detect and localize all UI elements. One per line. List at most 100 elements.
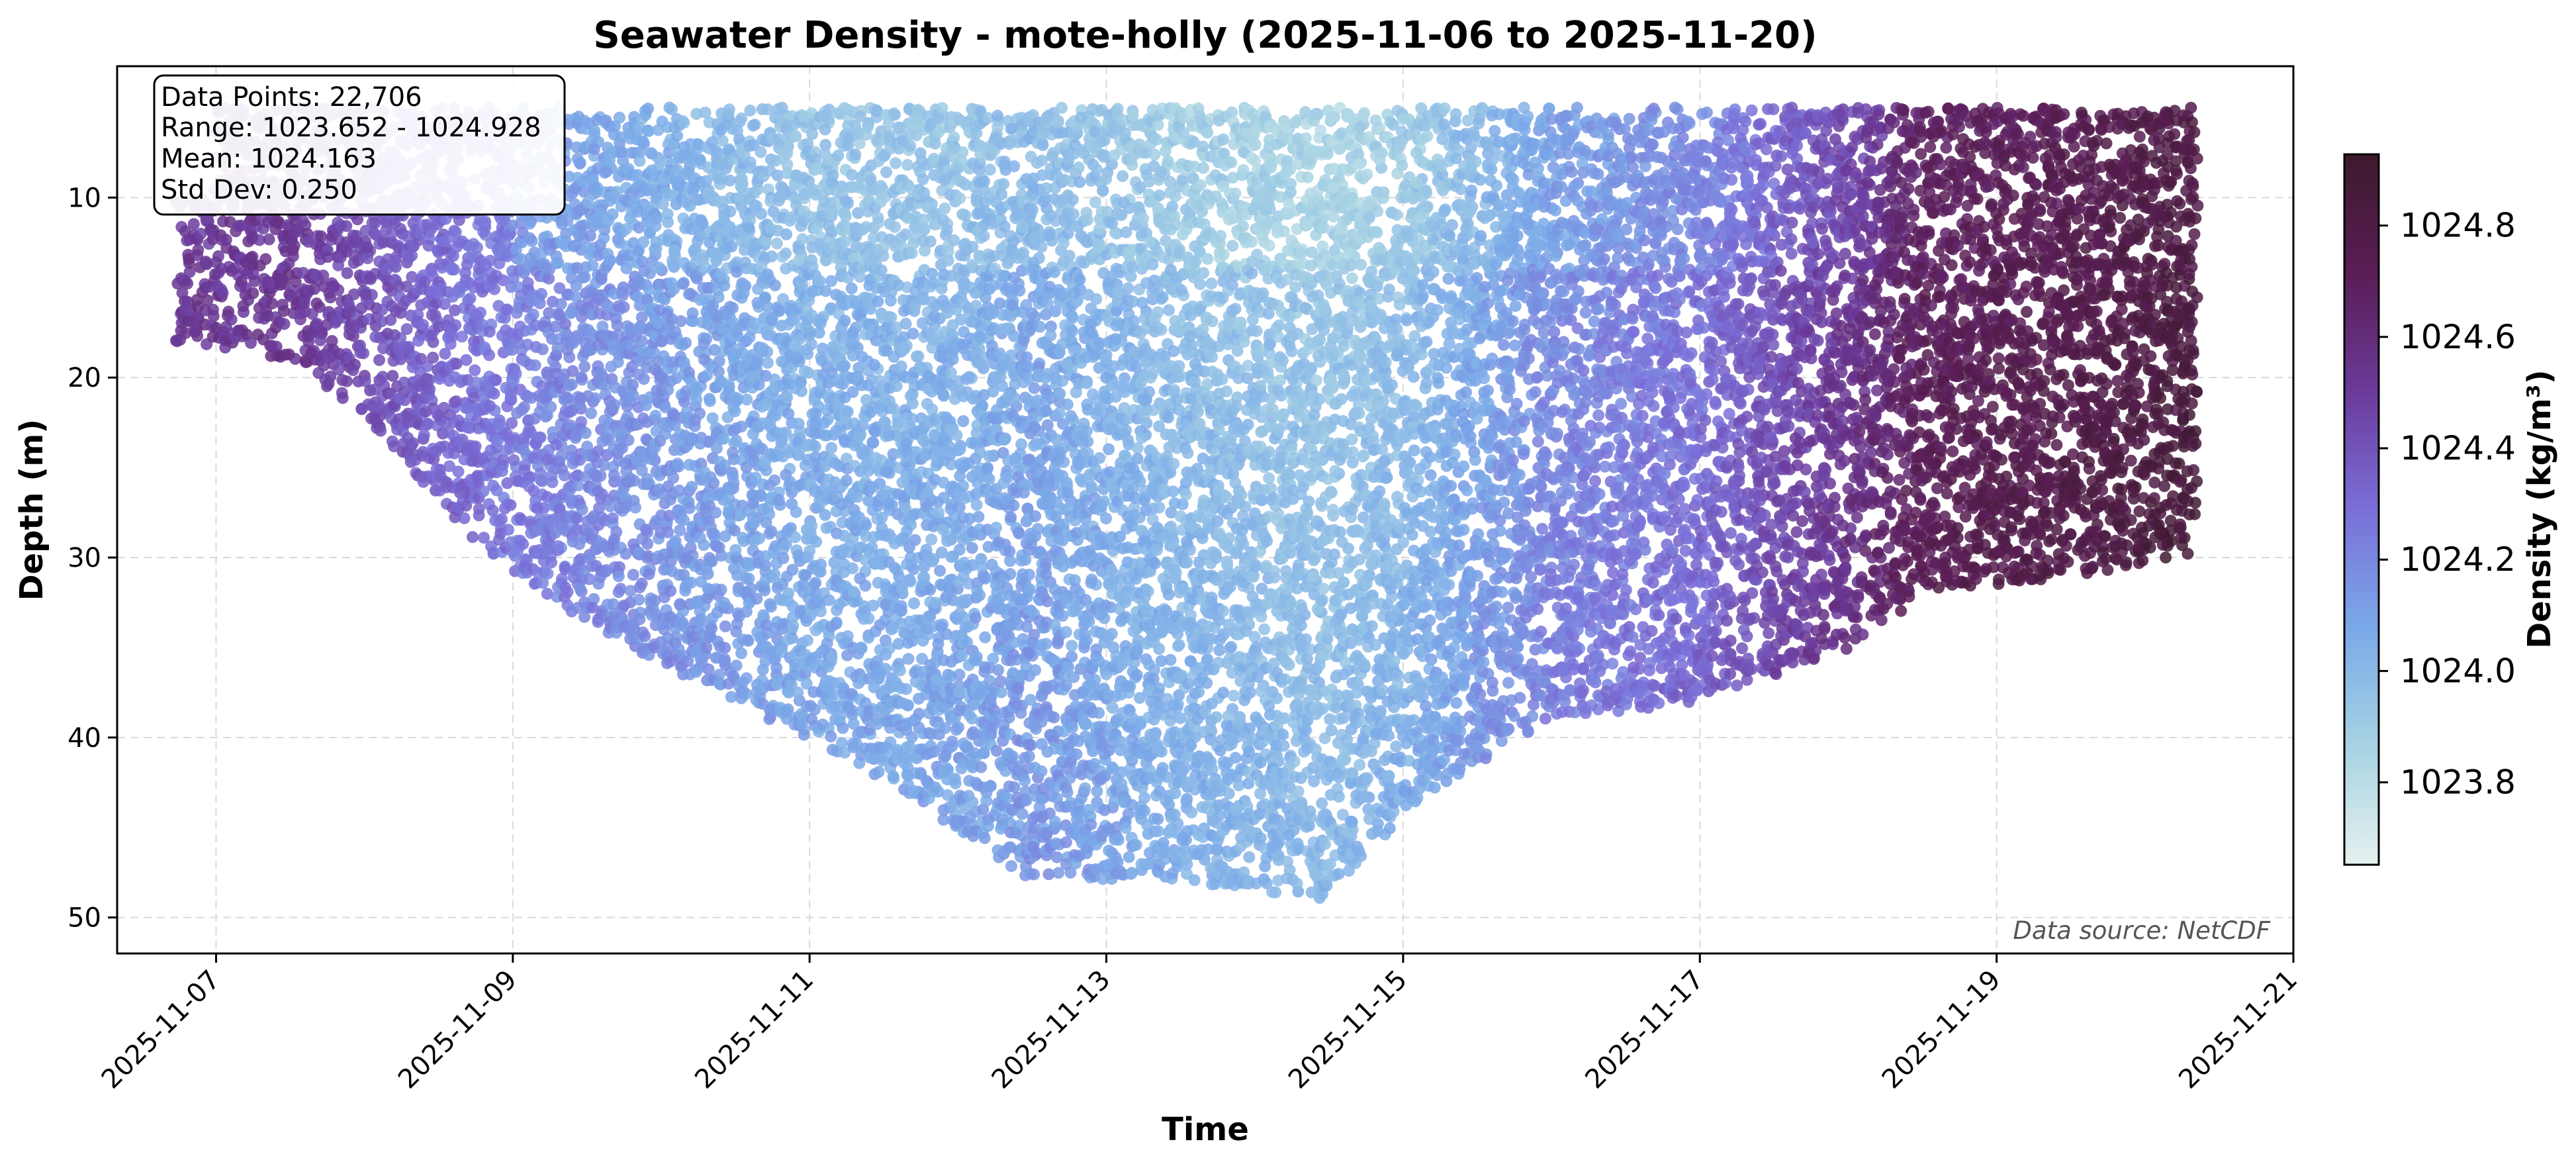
scatter-point xyxy=(674,524,686,536)
scatter-point xyxy=(880,648,892,661)
scatter-point xyxy=(821,413,834,426)
scatter-point xyxy=(729,544,742,556)
scatter-point xyxy=(565,307,577,319)
scatter-point xyxy=(837,722,849,734)
scatter-point xyxy=(730,395,743,407)
scatter-point xyxy=(537,577,549,589)
scatter-point xyxy=(868,359,880,371)
scatter-point xyxy=(633,593,645,606)
scatter-point xyxy=(207,303,219,316)
scatter-point xyxy=(765,250,778,263)
scatter-point xyxy=(181,277,194,290)
scatter-point xyxy=(373,354,385,366)
scatter-point xyxy=(287,244,299,256)
scatter-point xyxy=(792,686,804,699)
scatter-point xyxy=(819,509,831,521)
scatter-point xyxy=(894,664,906,677)
scatter-point xyxy=(862,121,874,133)
scatter-point xyxy=(763,527,776,540)
scatter-point xyxy=(674,598,686,610)
scatter-point xyxy=(215,283,228,296)
scatter-point xyxy=(825,651,838,663)
scatter-point xyxy=(854,572,866,585)
scatter-point xyxy=(900,683,913,695)
scatter-point xyxy=(170,334,182,347)
scatter-point xyxy=(508,454,520,466)
scatter-point xyxy=(622,434,635,446)
scatter-point xyxy=(706,136,718,148)
scatter-point xyxy=(739,279,752,292)
scatter-point xyxy=(565,378,578,391)
scatter-point xyxy=(627,569,639,581)
scatter-point xyxy=(458,512,471,524)
scatter-point xyxy=(789,531,802,544)
scatter-point xyxy=(740,672,753,685)
scatter-point xyxy=(529,359,541,371)
scatter-point xyxy=(504,499,517,511)
scatter-point xyxy=(724,205,737,218)
scatter-point xyxy=(637,412,649,424)
scatter-point xyxy=(341,375,353,387)
scatter-point xyxy=(247,287,259,299)
scatter-point xyxy=(839,315,851,327)
scatter-point xyxy=(460,354,473,366)
scatter-point xyxy=(483,325,496,338)
scatter-point xyxy=(671,130,684,142)
scatter-point xyxy=(704,471,717,483)
scatter-point xyxy=(574,583,586,595)
scatter-point xyxy=(887,770,899,783)
scatter-point xyxy=(559,318,572,330)
scatter-point xyxy=(651,212,663,224)
scatter-point xyxy=(448,264,460,276)
scatter-point xyxy=(727,302,739,314)
scatter-point xyxy=(719,642,731,654)
scatter-point xyxy=(755,208,768,220)
scatter-point xyxy=(244,252,257,264)
scatter-point xyxy=(524,232,536,244)
scatter-point xyxy=(629,501,641,514)
scatter-point xyxy=(730,659,743,672)
scatter-point xyxy=(884,295,897,307)
scatter-point xyxy=(536,343,549,356)
scatter-point xyxy=(821,637,833,650)
scatter-point xyxy=(192,244,205,256)
scatter-point xyxy=(389,329,401,342)
scatter-point xyxy=(473,509,485,522)
scatter-point xyxy=(888,107,900,120)
scatter-point xyxy=(528,413,541,425)
scatter-point xyxy=(643,568,655,580)
scatter-point xyxy=(759,271,771,283)
scatter-point xyxy=(780,247,792,260)
scatter-point xyxy=(594,367,607,379)
scatter-point xyxy=(805,338,817,350)
scatter-point xyxy=(825,620,838,633)
scatter-point xyxy=(635,577,648,590)
scatter-point xyxy=(718,597,731,609)
scatter-point xyxy=(610,526,623,538)
scatter-point xyxy=(823,675,835,687)
scatter-point xyxy=(743,572,755,585)
scatter-point xyxy=(641,538,654,550)
scatter-point xyxy=(449,319,462,332)
scatter-point xyxy=(719,656,731,667)
scatter-point xyxy=(604,254,616,267)
scatter-point xyxy=(855,642,867,654)
scatter-point xyxy=(550,438,563,451)
scatter-point xyxy=(790,506,802,518)
scatter-point xyxy=(689,382,702,395)
scatter-point xyxy=(819,123,831,136)
scatter-point xyxy=(469,364,481,377)
scatter-point xyxy=(276,299,289,311)
scatter-point xyxy=(678,117,690,129)
scatter-point xyxy=(829,457,842,469)
scatter-point xyxy=(725,240,738,253)
scatter-point xyxy=(845,282,858,295)
scatter-point xyxy=(702,663,715,675)
scatter-point xyxy=(289,353,302,365)
scatter-point xyxy=(782,407,795,420)
scatter-point xyxy=(800,614,813,627)
scatter-point xyxy=(469,440,482,453)
scatter-point xyxy=(361,252,374,264)
scatter-point xyxy=(735,647,747,659)
scatter-point xyxy=(575,416,588,428)
